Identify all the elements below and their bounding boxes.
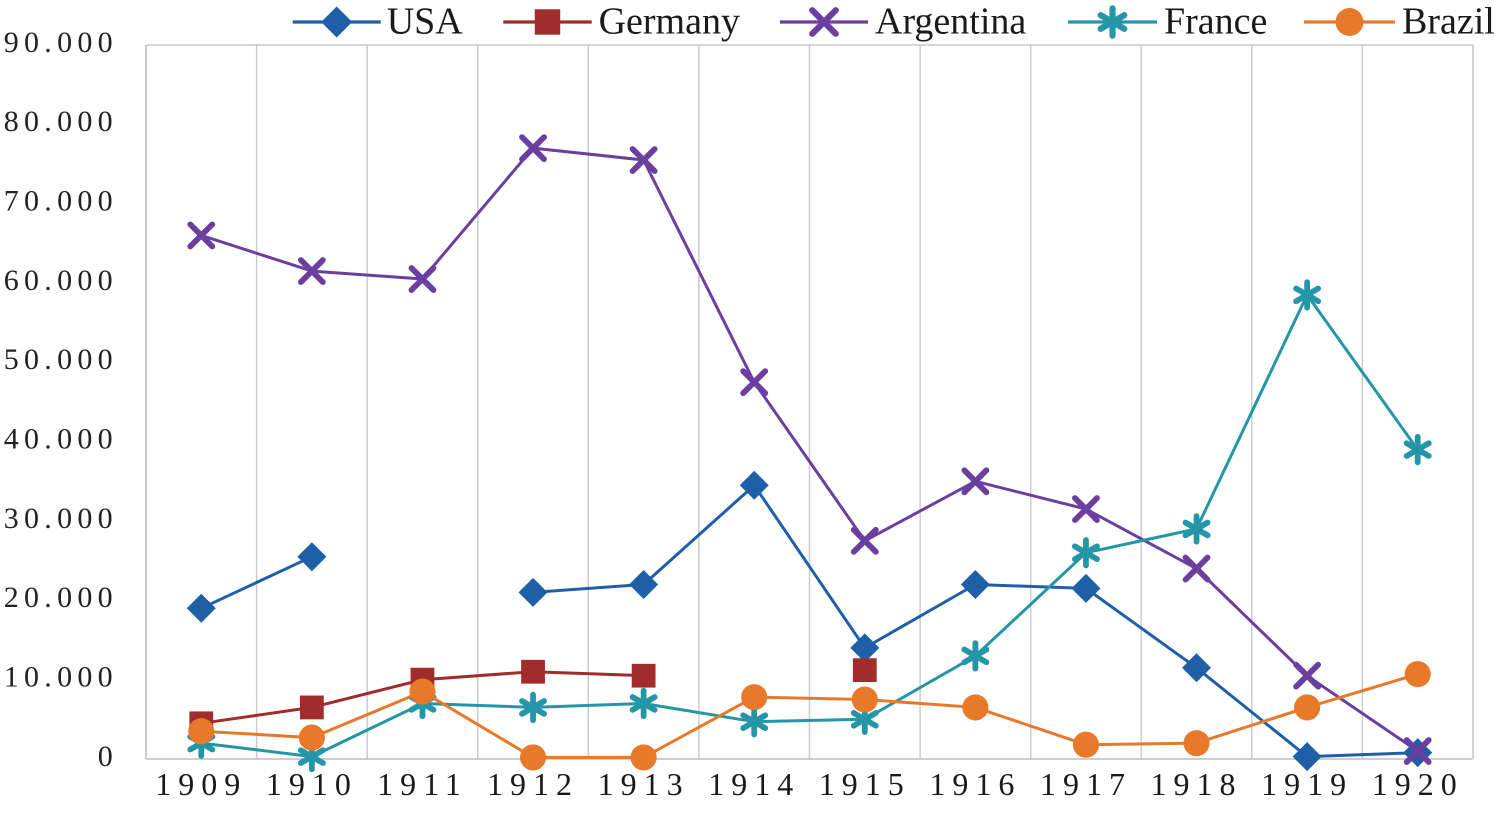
svg-text:20.000: 20.000 [4,581,118,614]
svg-text:USA: USA [387,1,464,43]
svg-text:Germany: Germany [599,1,740,43]
svg-text:10.000: 10.000 [4,661,118,694]
svg-text:80.000: 80.000 [4,105,118,138]
svg-text:Argentina: Argentina [875,1,1026,43]
svg-text:1910: 1910 [266,766,358,802]
svg-text:30.000: 30.000 [4,502,118,535]
svg-text:1918: 1918 [1151,766,1243,802]
svg-text:1909: 1909 [155,766,247,802]
svg-text:France: France [1164,1,1267,43]
svg-text:1915: 1915 [819,766,911,802]
svg-text:0: 0 [98,740,118,773]
svg-text:1919: 1919 [1261,766,1353,802]
svg-text:1916: 1916 [929,766,1021,802]
svg-text:Brazil: Brazil [1402,1,1495,43]
svg-text:90.000: 90.000 [4,26,118,59]
svg-text:40.000: 40.000 [4,423,118,456]
svg-text:1913: 1913 [598,766,690,802]
svg-text:1914: 1914 [708,766,800,802]
svg-text:70.000: 70.000 [4,185,118,218]
svg-text:1920: 1920 [1372,766,1464,802]
svg-text:1911: 1911 [377,766,468,802]
svg-text:1917: 1917 [1040,766,1132,802]
svg-text:60.000: 60.000 [4,264,118,297]
svg-text:50.000: 50.000 [4,343,118,376]
svg-text:1912: 1912 [487,766,579,802]
